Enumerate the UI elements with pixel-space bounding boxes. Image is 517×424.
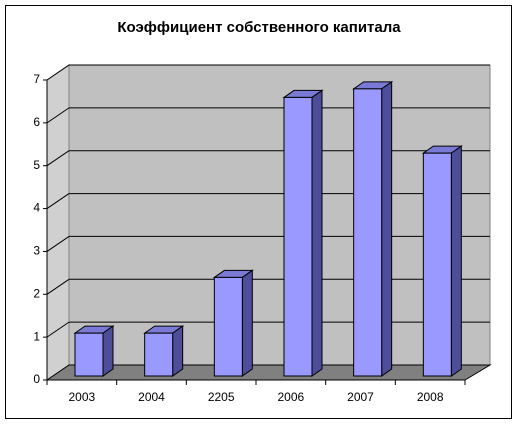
chart-title: Коэффициент собственного капитала — [117, 19, 401, 36]
grid-line — [46, 193, 70, 209]
y-tick-label: 7 — [33, 72, 40, 86]
y-tick-label: 4 — [33, 201, 40, 215]
y-tick-label: 0 — [33, 372, 40, 386]
grid-line — [46, 321, 70, 338]
y-tick-label: 1 — [33, 329, 40, 343]
bar-side — [381, 80, 393, 377]
grid-line — [46, 64, 70, 81]
x-tick-label: 2007 — [347, 390, 374, 404]
bar-side — [172, 325, 184, 377]
grid-line — [46, 107, 70, 124]
x-tick-label: 2006 — [277, 390, 304, 404]
bar-side — [102, 325, 114, 377]
bar-side — [450, 145, 462, 377]
y-tick-label: 5 — [33, 158, 40, 172]
side-wall — [46, 64, 70, 381]
bar — [422, 152, 452, 377]
bar-side — [241, 269, 253, 377]
bar — [144, 332, 174, 377]
y-tick-label: 6 — [33, 115, 40, 129]
bar — [74, 332, 104, 377]
x-tick-label: 2205 — [208, 390, 235, 404]
bar-side — [311, 89, 323, 377]
x-tick-label: 2004 — [138, 390, 165, 404]
grid-line — [46, 278, 70, 295]
bar — [353, 88, 383, 377]
x-tick-label: 2008 — [417, 390, 444, 404]
x-tick-label: 2003 — [68, 390, 95, 404]
bar — [213, 276, 243, 377]
bar — [283, 96, 313, 377]
grid-line — [46, 236, 70, 252]
y-tick-label: 3 — [33, 244, 40, 258]
grid-line — [46, 150, 70, 167]
y-tick-label: 2 — [33, 286, 40, 300]
